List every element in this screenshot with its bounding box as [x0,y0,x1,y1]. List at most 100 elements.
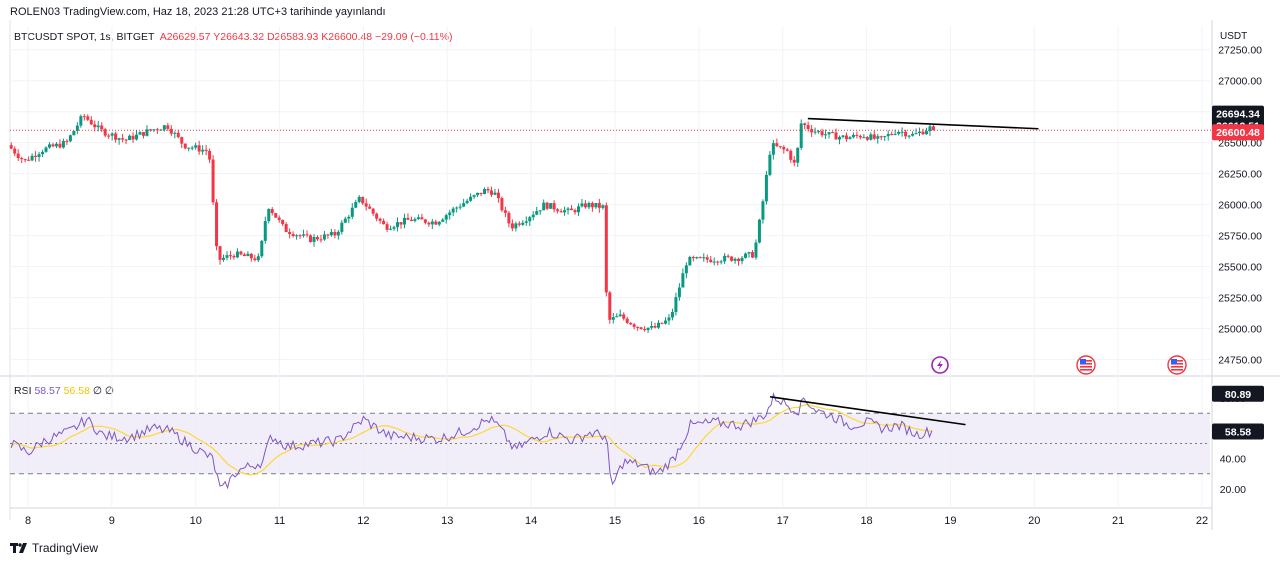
candle-body [309,235,313,243]
candle-body [911,133,915,136]
us-flag-event-icon[interactable] [1076,355,1096,375]
candle-body [636,326,640,328]
candle-body [86,116,90,120]
candle-body [489,190,493,195]
candle-body [368,206,372,209]
candle-body [837,136,841,140]
candle-body [496,192,500,199]
candle-body [681,273,685,288]
candle-body [114,133,118,140]
candle-body [538,210,542,212]
candle-body [437,221,441,225]
rsi-panel [10,412,1210,475]
rsi-current-label-box [1212,423,1264,440]
candle-body [563,210,567,213]
candle-body [93,124,97,128]
candle-body [789,150,793,160]
change-value: −29.09 (−0.11%) [375,31,453,43]
candle-body [138,132,142,135]
candle-body [650,326,654,328]
candle-body [392,227,396,229]
candle-body [48,144,52,148]
candle-body [420,217,424,220]
candle-body [695,257,699,259]
candle-body [326,234,330,236]
currency-label[interactable]: USDT [1220,31,1248,42]
candle-body [573,210,577,213]
candle-body [764,174,768,202]
candle-body [862,137,866,139]
candle-body [169,128,173,134]
us-flag-event-icon[interactable] [1167,355,1187,375]
time-tick-label: 15 [609,515,621,527]
candle-body [514,223,518,229]
footer-brand[interactable]: TradingView [10,541,98,555]
candle-body [507,212,511,224]
candle-body [148,129,152,131]
candle-body [897,131,901,134]
candle-body [479,192,483,195]
candle-body [893,133,897,135]
candle-body [737,258,741,262]
candle-body [643,328,647,331]
candle-body [890,134,894,136]
candle-body [796,147,800,163]
candle-body [615,316,619,318]
candle-body [510,223,514,229]
candle-body [528,217,532,222]
candle-body [145,129,149,136]
candle-body [51,144,55,147]
candle-body [281,219,285,225]
candle-body [677,287,681,298]
candle-body [430,221,434,225]
candle-body [556,209,560,212]
symbol-label[interactable]: BTCUSDT SPOT, 1s, BITGET [14,31,155,43]
candle-body [594,203,598,208]
price-trendline[interactable] [807,117,1039,130]
candle-body [458,206,462,208]
candle-body [295,235,299,237]
candle-body [629,322,633,325]
candle-body [96,125,100,128]
candle-body [350,207,354,217]
flag-canton [1080,359,1086,364]
candle-body [824,134,828,136]
candle-body [521,222,525,225]
candle-body [451,208,455,213]
candle-body [820,131,824,136]
time-tick-label: 14 [525,515,537,527]
lightning-event-icon[interactable] [931,356,949,374]
candle-body [322,234,326,240]
candle-body [705,257,709,260]
time-tick-label: 18 [860,515,872,527]
candle-body [34,155,38,157]
candle-body [663,320,667,324]
candle-body [197,145,201,152]
candle-body [288,232,292,235]
open-value: A26629.57 [159,31,211,43]
candle-body [886,134,890,137]
rsi-trendline[interactable] [770,396,966,426]
candle-body [844,135,848,140]
candle-body [246,253,250,257]
candle-body [500,198,504,211]
candle-body [702,257,706,259]
candle-body [357,196,361,202]
candle-body [608,292,612,320]
candle-body [180,137,184,144]
candle-body [771,143,775,155]
time-tick-label: 11 [274,515,285,527]
candle-body [750,252,754,258]
candle-body [503,210,507,213]
rsi-line [10,392,933,490]
time-tick-label: 16 [693,515,705,527]
candle-body [799,123,803,148]
candle-body [761,201,765,220]
rsi-indicator-name[interactable]: RSI [14,385,32,397]
rsi-current-label: 58.58 [1225,427,1251,439]
rsi-value: 58.57 [34,385,61,397]
candle-body [65,140,69,142]
candle-body [834,132,838,140]
candle-body [385,224,389,230]
